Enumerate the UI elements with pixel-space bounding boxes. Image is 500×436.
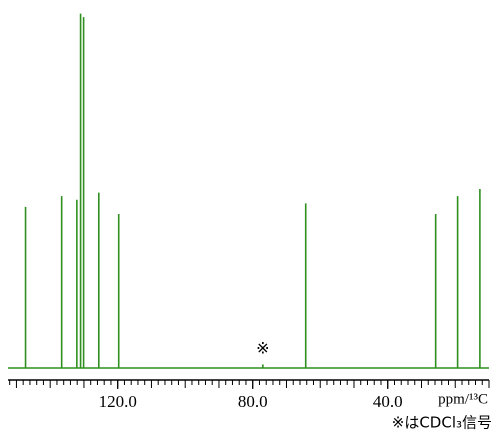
annotation: ※ xyxy=(256,339,269,358)
x-tick-label: 80.0 xyxy=(238,392,268,411)
x-axis-label: ppm/¹³C xyxy=(438,391,488,407)
note: ※はCDCl₃信号 xyxy=(392,414,492,432)
x-tick-label: 40.0 xyxy=(373,392,403,411)
x-tick-label: 120.0 xyxy=(99,392,137,411)
